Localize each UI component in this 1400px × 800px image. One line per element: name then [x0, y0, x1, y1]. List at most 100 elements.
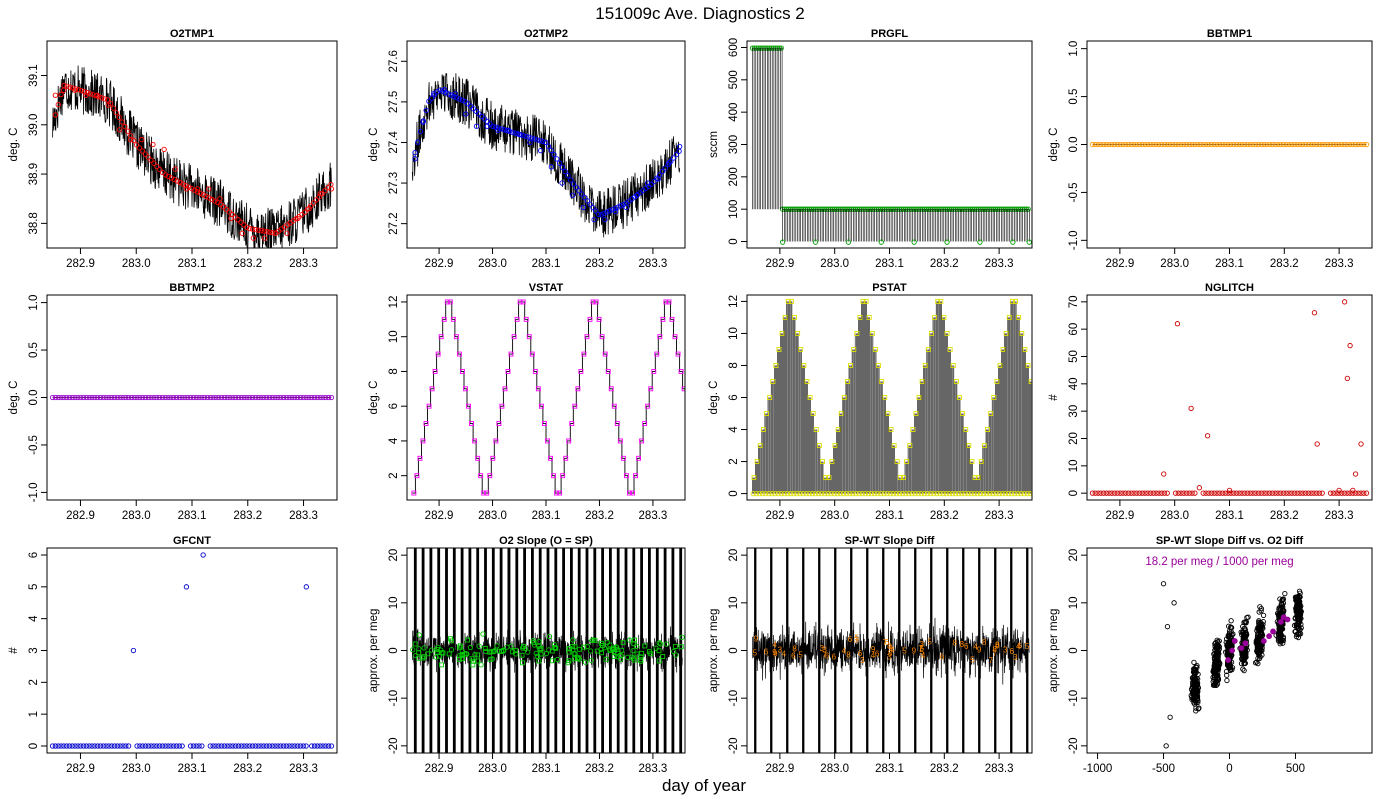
data-point	[888, 427, 894, 432]
x-tick-label: 283.1	[178, 510, 207, 522]
plot-area	[49, 394, 335, 401]
data-point	[1022, 347, 1028, 352]
zero-point	[987, 490, 993, 497]
panel-o2-slope-o-sp: O2 Slope (O = SP) 282.9 283.0 283.1 283.2 283…	[368, 535, 686, 775]
baseline-point	[145, 743, 151, 749]
zero-point	[1005, 490, 1012, 497]
baseline-point	[1283, 490, 1289, 496]
data-point	[593, 299, 599, 305]
data-point	[161, 146, 167, 153]
trend-point	[581, 194, 588, 201]
data-point	[55, 394, 61, 401]
data-point	[932, 314, 938, 320]
data-point	[672, 644, 678, 649]
x-tick-label: 283.3	[289, 258, 318, 270]
data-point	[526, 334, 532, 340]
data-point	[148, 394, 154, 401]
data-point	[72, 394, 78, 401]
data-point	[1013, 298, 1018, 304]
trend-point	[654, 175, 660, 181]
cluster-point	[1255, 636, 1261, 642]
baseline-point	[89, 743, 95, 749]
zero-point	[812, 490, 819, 497]
data-point	[767, 395, 773, 400]
zero-point	[787, 490, 794, 497]
data-point	[1322, 141, 1328, 148]
data-point	[421, 654, 427, 660]
zero-point	[1012, 490, 1018, 497]
data-point	[960, 411, 966, 416]
zero-point	[1030, 491, 1032, 496]
data-point	[1314, 141, 1320, 148]
x-tick-label: 283.3	[639, 763, 668, 775]
dip-point	[977, 239, 983, 245]
trend-point	[191, 187, 198, 193]
data-point	[456, 656, 462, 662]
cluster-point	[1296, 588, 1303, 594]
data-point	[482, 645, 488, 651]
baseline-point	[1355, 490, 1361, 496]
zero-point	[887, 490, 893, 497]
cluster-point	[1260, 612, 1267, 619]
x-tick-label: 283.3	[1325, 258, 1354, 270]
cluster-point	[1193, 705, 1199, 711]
data-point	[412, 641, 418, 647]
trend-point	[609, 206, 616, 213]
data-point	[538, 646, 544, 651]
data-point	[885, 411, 891, 416]
data-point	[991, 395, 997, 400]
zero-point	[800, 490, 806, 497]
trend-point	[249, 226, 256, 232]
highlight-point	[1238, 645, 1245, 652]
pulse-point	[873, 206, 880, 212]
y-tick-label: 20	[728, 549, 740, 562]
digit-marker: 4	[1016, 642, 1021, 651]
chart-title: PSTAT	[872, 282, 907, 294]
trend-point	[322, 188, 328, 194]
data-point	[140, 394, 146, 401]
cluster-point	[1278, 637, 1284, 644]
cluster-point	[1214, 649, 1220, 655]
x-tick-label: 283.2	[1270, 510, 1299, 522]
baseline-point	[123, 743, 129, 749]
cluster-point	[1213, 682, 1219, 688]
data-point	[773, 363, 779, 368]
baseline-point	[114, 743, 121, 749]
chart-title: NGLITCH	[1205, 282, 1254, 294]
data-point	[1161, 141, 1168, 148]
data-point	[614, 644, 620, 650]
data-point	[538, 403, 544, 409]
data-point	[417, 455, 423, 461]
x-tick-label: 283.1	[178, 763, 207, 775]
data-point	[557, 490, 563, 496]
cluster-point	[1242, 625, 1248, 632]
trend-point	[456, 96, 463, 102]
pulse-point	[889, 206, 895, 212]
baseline-point	[1123, 490, 1129, 496]
data-point	[1153, 141, 1159, 148]
y-tick-label: 3	[28, 647, 40, 653]
baseline-point	[1211, 490, 1217, 496]
trend-point	[244, 224, 250, 231]
data-point	[238, 394, 244, 401]
data-point	[969, 459, 975, 465]
data-point	[681, 386, 685, 392]
zero-point	[931, 490, 937, 497]
data-point	[171, 394, 177, 401]
digit-marker: 4	[888, 643, 893, 652]
data-point	[602, 216, 608, 223]
dip-point	[812, 239, 819, 245]
data-point	[1297, 141, 1303, 148]
data-point	[1352, 141, 1359, 148]
baseline-point	[1095, 490, 1101, 496]
data-point	[978, 459, 984, 465]
data-point	[770, 379, 776, 384]
baseline-point	[258, 743, 264, 749]
trend-point	[107, 100, 114, 107]
baseline-point	[1175, 490, 1181, 496]
zero-point	[775, 490, 781, 497]
pulse-point	[868, 206, 874, 212]
highlight-point	[1278, 618, 1284, 625]
data-point	[648, 386, 654, 392]
data-point	[679, 634, 685, 640]
